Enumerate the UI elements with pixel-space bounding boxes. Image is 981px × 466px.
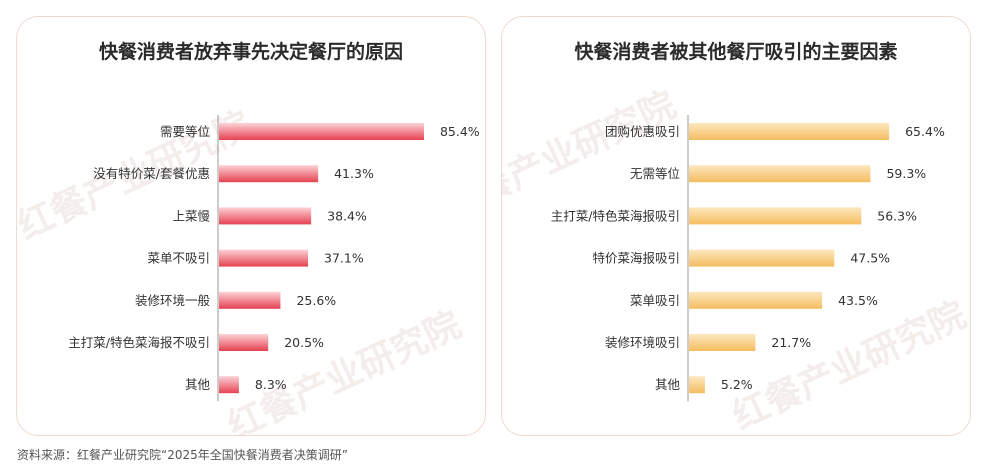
source-note: 资料来源：红餐产业研究院“2025年全国快餐消费者决策调研”	[17, 448, 348, 462]
chart-panel-right: 快餐消费者被其他餐厅吸引的主要因素 红餐产业研究院 红餐产业研究院 团购优惠吸引…	[501, 16, 971, 436]
category-label: 特价菜海报吸引	[592, 251, 680, 266]
bar-chart-left: 需要等位 85.4% 没有特价菜/套餐优惠 41.3% 上菜慢 38.4% 菜单不吸引 37.…	[68, 115, 480, 402]
category-label: 菜单吸引	[630, 293, 680, 308]
value-label: 25.6%	[296, 293, 336, 308]
bar	[219, 249, 309, 267]
value-label: 41.3%	[334, 166, 374, 181]
value-label: 21.7%	[771, 335, 811, 350]
category-label: 主打菜/特色菜海报不吸引	[68, 335, 210, 350]
category-label: 上菜慢	[172, 208, 210, 223]
category-label: 没有特价菜/套餐优惠	[93, 166, 210, 181]
category-label: 团购优惠吸引	[605, 124, 680, 139]
bar	[219, 207, 312, 225]
bar	[219, 334, 269, 351]
bar	[689, 165, 871, 183]
category-label: 需要等位	[160, 124, 210, 139]
category-label: 装修环境一般	[135, 293, 211, 308]
chart-title-right: 快餐消费者被其他餐厅吸引的主要因素	[574, 41, 898, 63]
bar	[689, 123, 890, 140]
category-label: 其他	[655, 377, 681, 392]
bar	[689, 249, 835, 267]
bar	[219, 165, 319, 183]
bar	[219, 376, 239, 394]
value-label: 56.3%	[877, 208, 917, 223]
bar	[689, 207, 862, 225]
chart-panel-left: 快餐消费者放弃事先决定餐厅的原因 红餐产业研究院 红餐产业研究院 需要等位 85.…	[16, 16, 486, 436]
value-label: 37.1%	[324, 251, 364, 266]
value-label: 8.3%	[255, 377, 287, 392]
bar	[689, 334, 756, 351]
value-label: 85.4%	[440, 124, 480, 139]
bar	[689, 291, 823, 309]
value-label: 38.4%	[327, 208, 367, 223]
value-label: 5.2%	[721, 377, 753, 392]
category-label: 其他	[185, 377, 211, 392]
value-label: 20.5%	[284, 335, 324, 350]
chart-title-left: 快餐消费者放弃事先决定餐厅的原因	[98, 41, 403, 63]
value-label: 59.3%	[886, 166, 926, 181]
value-label: 43.5%	[838, 293, 878, 308]
bar	[219, 291, 281, 309]
value-label: 65.4%	[905, 124, 945, 139]
category-label: 菜单不吸引	[147, 251, 210, 266]
bar-chart-right: 团购优惠吸引 65.4% 无需等位 59.3% 主打菜/特色菜海报吸引 56.3% 特价菜海…	[551, 115, 945, 402]
category-label: 装修环境吸引	[605, 335, 680, 350]
category-label: 无需等位	[630, 166, 680, 181]
category-label: 主打菜/特色菜海报吸引	[551, 208, 680, 223]
bar	[689, 376, 705, 394]
bar	[219, 123, 424, 140]
value-label: 47.5%	[850, 251, 890, 266]
